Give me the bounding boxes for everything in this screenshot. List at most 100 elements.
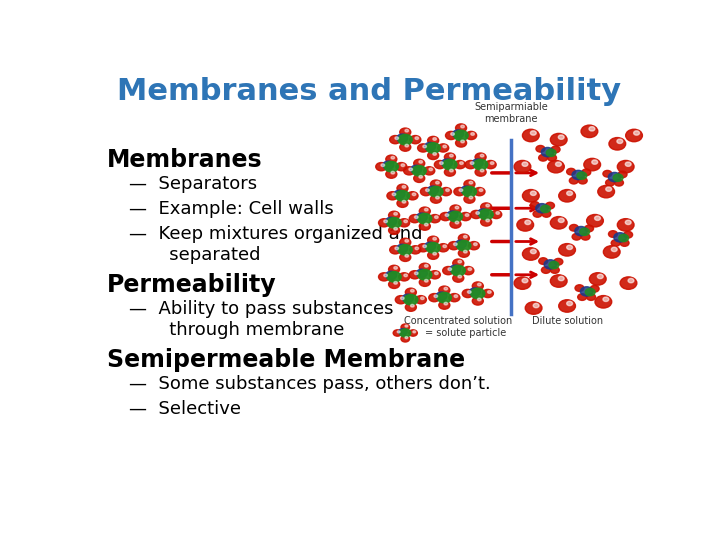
Circle shape [381,164,384,166]
Circle shape [517,219,534,231]
Circle shape [425,208,428,211]
Circle shape [580,228,590,235]
Circle shape [539,258,548,265]
Circle shape [400,253,411,261]
Circle shape [404,167,415,175]
Circle shape [526,302,542,314]
Circle shape [449,169,453,172]
Circle shape [397,184,408,192]
Circle shape [443,245,446,248]
Circle shape [589,127,595,131]
Circle shape [444,287,448,290]
Circle shape [446,189,449,192]
Circle shape [419,278,431,286]
Circle shape [581,125,598,138]
Circle shape [541,205,551,213]
Circle shape [550,217,567,229]
Circle shape [459,234,469,242]
Circle shape [531,131,536,135]
Circle shape [468,268,472,271]
Circle shape [469,241,480,250]
Circle shape [472,159,483,167]
Circle shape [531,191,536,195]
Circle shape [402,185,406,188]
Circle shape [514,160,531,173]
Circle shape [394,227,397,230]
Circle shape [419,263,431,272]
Circle shape [474,243,477,246]
Circle shape [420,187,431,195]
Circle shape [461,125,464,128]
Circle shape [401,164,405,166]
Circle shape [472,282,483,290]
Circle shape [531,249,536,254]
Circle shape [387,192,398,200]
Circle shape [386,155,397,163]
Circle shape [462,186,477,197]
Circle shape [628,279,634,283]
Circle shape [401,336,410,342]
Circle shape [449,294,460,302]
Circle shape [434,295,438,298]
Circle shape [389,265,400,273]
Text: Semipermeable Membrane: Semipermeable Membrane [107,348,465,372]
Circle shape [606,187,611,191]
Circle shape [558,135,564,139]
Circle shape [480,169,484,172]
Circle shape [449,154,453,157]
Circle shape [425,279,428,282]
Circle shape [549,261,559,269]
Circle shape [450,220,461,228]
Circle shape [399,219,410,227]
Circle shape [405,254,408,257]
Circle shape [419,222,431,230]
Circle shape [547,160,564,173]
Circle shape [456,139,467,147]
Circle shape [431,195,441,203]
Circle shape [394,190,405,198]
Circle shape [405,288,416,296]
Circle shape [577,294,587,300]
Circle shape [383,161,394,170]
Circle shape [496,212,500,214]
Circle shape [426,242,440,253]
Circle shape [461,140,464,143]
Circle shape [405,336,408,339]
Circle shape [625,162,631,166]
Circle shape [384,161,398,172]
Circle shape [455,221,459,224]
Circle shape [567,168,575,175]
Circle shape [453,130,464,138]
Circle shape [398,134,413,145]
Circle shape [464,251,467,253]
Circle shape [584,158,600,171]
Circle shape [626,129,642,141]
Circle shape [440,212,451,221]
Circle shape [603,171,612,177]
Circle shape [405,129,408,132]
Circle shape [433,252,436,255]
Circle shape [544,260,557,269]
Circle shape [523,190,539,202]
Circle shape [389,226,400,234]
Circle shape [395,295,406,304]
Circle shape [550,275,567,287]
Circle shape [480,189,483,192]
Circle shape [590,273,606,285]
Circle shape [581,233,590,240]
Circle shape [608,231,618,238]
Circle shape [451,133,454,136]
Circle shape [429,186,443,197]
Circle shape [454,130,468,141]
Circle shape [559,244,575,256]
Circle shape [477,209,489,217]
Circle shape [585,225,593,232]
Text: Permeability: Permeability [107,273,276,296]
Circle shape [428,137,438,145]
Circle shape [634,131,639,135]
Circle shape [434,160,446,168]
Circle shape [415,216,418,219]
Text: —  Some substances pass, others don’t.: — Some substances pass, others don’t. [129,375,491,393]
Circle shape [525,220,531,225]
Circle shape [539,154,548,161]
